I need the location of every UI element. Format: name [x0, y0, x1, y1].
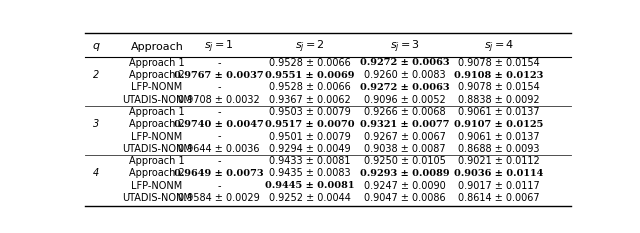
Text: UTADIS-NONM: UTADIS-NONM [122, 95, 192, 105]
Text: 0.9503 ± 0.0079: 0.9503 ± 0.0079 [269, 107, 351, 117]
Text: -: - [217, 156, 221, 166]
Text: $s_j = 2$: $s_j = 2$ [295, 39, 325, 55]
Text: 0.8688 ± 0.0093: 0.8688 ± 0.0093 [458, 144, 540, 154]
Text: Approach 1: Approach 1 [129, 107, 185, 117]
Text: Approach: Approach [131, 42, 183, 52]
Text: $s_j = 3$: $s_j = 3$ [390, 39, 420, 55]
Text: Approach 1: Approach 1 [129, 58, 185, 68]
Text: 0.9644 ± 0.0036: 0.9644 ± 0.0036 [178, 144, 260, 154]
Text: 0.9367 ± 0.0062: 0.9367 ± 0.0062 [269, 95, 351, 105]
Text: -: - [217, 82, 221, 93]
Text: 2: 2 [93, 70, 99, 80]
Text: Approach 2: Approach 2 [129, 70, 185, 80]
Text: 0.9445 ± 0.0081: 0.9445 ± 0.0081 [266, 181, 355, 190]
Text: 0.9501 ± 0.0079: 0.9501 ± 0.0079 [269, 132, 351, 142]
Text: 0.9061 ± 0.0137: 0.9061 ± 0.0137 [458, 132, 540, 142]
Text: UTADIS-NONM: UTADIS-NONM [122, 144, 192, 154]
Text: 0.8614 ± 0.0067: 0.8614 ± 0.0067 [458, 193, 540, 203]
Text: 0.9250 ± 0.0105: 0.9250 ± 0.0105 [364, 156, 446, 166]
Text: -: - [217, 181, 221, 191]
Text: 0.9247 ± 0.0090: 0.9247 ± 0.0090 [364, 181, 445, 191]
Text: 0.9096 ± 0.0052: 0.9096 ± 0.0052 [364, 95, 445, 105]
Text: 0.9047 ± 0.0086: 0.9047 ± 0.0086 [364, 193, 445, 203]
Text: LFP-NONM: LFP-NONM [131, 181, 182, 191]
Text: 0.9036 ± 0.0114: 0.9036 ± 0.0114 [454, 169, 544, 178]
Text: 0.9321 ± 0.0077: 0.9321 ± 0.0077 [360, 120, 450, 129]
Text: 0.9708 ± 0.0032: 0.9708 ± 0.0032 [178, 95, 260, 105]
Text: LFP-NONM: LFP-NONM [131, 82, 182, 93]
Text: 0.9551 ± 0.0069: 0.9551 ± 0.0069 [266, 71, 355, 80]
Text: $s_j = 4$: $s_j = 4$ [484, 39, 515, 55]
Text: UTADIS-NONM: UTADIS-NONM [122, 193, 192, 203]
Text: 0.9293 ± 0.0089: 0.9293 ± 0.0089 [360, 169, 450, 178]
Text: $q$: $q$ [92, 41, 100, 53]
Text: 0.9021 ± 0.0112: 0.9021 ± 0.0112 [458, 156, 540, 166]
Text: 0.9649 ± 0.0073: 0.9649 ± 0.0073 [174, 169, 264, 178]
Text: LFP-NONM: LFP-NONM [131, 132, 182, 142]
Text: 0.9108 ± 0.0123: 0.9108 ± 0.0123 [454, 71, 544, 80]
Text: 0.9252 ± 0.0044: 0.9252 ± 0.0044 [269, 193, 351, 203]
Text: Approach 2: Approach 2 [129, 168, 185, 178]
Text: -: - [217, 132, 221, 142]
Text: 0.9767 ± 0.0037: 0.9767 ± 0.0037 [174, 71, 264, 80]
Text: 0.9260 ± 0.0083: 0.9260 ± 0.0083 [364, 70, 445, 80]
Text: 0.9078 ± 0.0154: 0.9078 ± 0.0154 [458, 82, 540, 93]
Text: -: - [217, 58, 221, 68]
Text: 0.9266 ± 0.0068: 0.9266 ± 0.0068 [364, 107, 445, 117]
Text: 0.9267 ± 0.0067: 0.9267 ± 0.0067 [364, 132, 446, 142]
Text: 0.9528 ± 0.0066: 0.9528 ± 0.0066 [269, 82, 351, 93]
Text: 0.9435 ± 0.0083: 0.9435 ± 0.0083 [269, 168, 351, 178]
Text: 0.9017 ± 0.0117: 0.9017 ± 0.0117 [458, 181, 540, 191]
Text: 0.9107 ± 0.0125: 0.9107 ± 0.0125 [454, 120, 544, 129]
Text: 0.9272 ± 0.0063: 0.9272 ± 0.0063 [360, 83, 450, 92]
Text: 0.8838 ± 0.0092: 0.8838 ± 0.0092 [458, 95, 540, 105]
Text: 0.9078 ± 0.0154: 0.9078 ± 0.0154 [458, 58, 540, 68]
Text: Approach 2: Approach 2 [129, 119, 185, 129]
Text: 0.9272 ± 0.0063: 0.9272 ± 0.0063 [360, 58, 450, 67]
Text: 0.9294 ± 0.0049: 0.9294 ± 0.0049 [269, 144, 351, 154]
Text: 0.9517 ± 0.0070: 0.9517 ± 0.0070 [266, 120, 355, 129]
Text: $s_j = 1$: $s_j = 1$ [204, 39, 234, 55]
Text: 0.9740 ± 0.0047: 0.9740 ± 0.0047 [174, 120, 264, 129]
Text: 0.9433 ± 0.0081: 0.9433 ± 0.0081 [269, 156, 351, 166]
Text: Approach 1: Approach 1 [129, 156, 185, 166]
Text: 0.9038 ± 0.0087: 0.9038 ± 0.0087 [364, 144, 445, 154]
Text: 0.9584 ± 0.0029: 0.9584 ± 0.0029 [178, 193, 260, 203]
Text: 0.9528 ± 0.0066: 0.9528 ± 0.0066 [269, 58, 351, 68]
Text: 4: 4 [93, 168, 99, 178]
Text: 3: 3 [93, 119, 99, 129]
Text: -: - [217, 107, 221, 117]
Text: 0.9061 ± 0.0137: 0.9061 ± 0.0137 [458, 107, 540, 117]
